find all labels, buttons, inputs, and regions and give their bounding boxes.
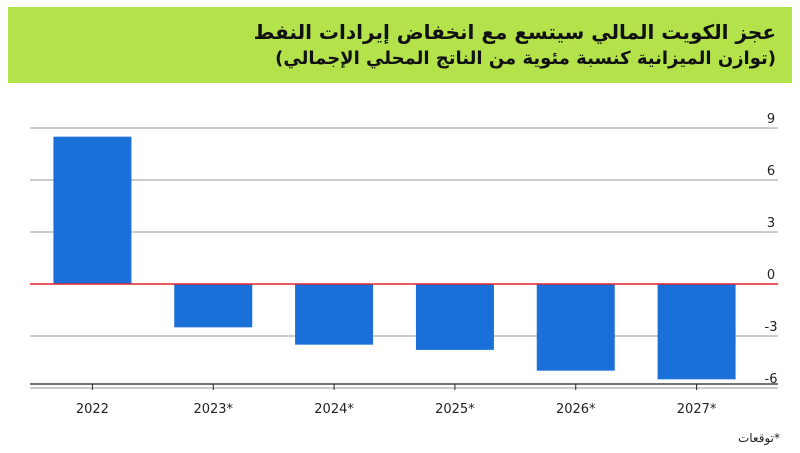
chart-header: عجز الكويت المالي سيتسع مع انخفاض إيرادا… (8, 7, 792, 83)
chart-subtitle: (توازن الميزانية كنسبة مئوية من الناتج ا… (275, 48, 776, 69)
chart-title: عجز الكويت المالي سيتسع مع انخفاض إيرادا… (253, 20, 776, 44)
bar-chart: 9 6 3 0 -3 -6 2022 2023* 2024* 2025* 2026* 2027* (30, 112, 778, 417)
x-tick-label: 2026* (556, 402, 596, 417)
y-tick-label: 6 (767, 164, 775, 179)
x-tick-label: 2023* (193, 402, 233, 417)
bar (415, 284, 494, 350)
bar (536, 284, 615, 371)
y-tick-label: 0 (767, 268, 775, 283)
y-tick-label: -6 (765, 372, 778, 387)
y-tick-label: 9 (767, 112, 775, 127)
x-tick-label: 2022 (76, 402, 109, 417)
footnote: *توقعات (737, 431, 780, 445)
x-tick-label: 2024* (314, 402, 354, 417)
x-tick-label: 2025* (435, 402, 475, 417)
bar (295, 284, 374, 345)
x-tick-label: 2027* (677, 402, 717, 417)
bar (657, 284, 736, 380)
bar (174, 284, 253, 328)
y-tick-label: 3 (767, 216, 775, 231)
bar (53, 136, 132, 284)
y-tick-label: -3 (765, 320, 778, 335)
